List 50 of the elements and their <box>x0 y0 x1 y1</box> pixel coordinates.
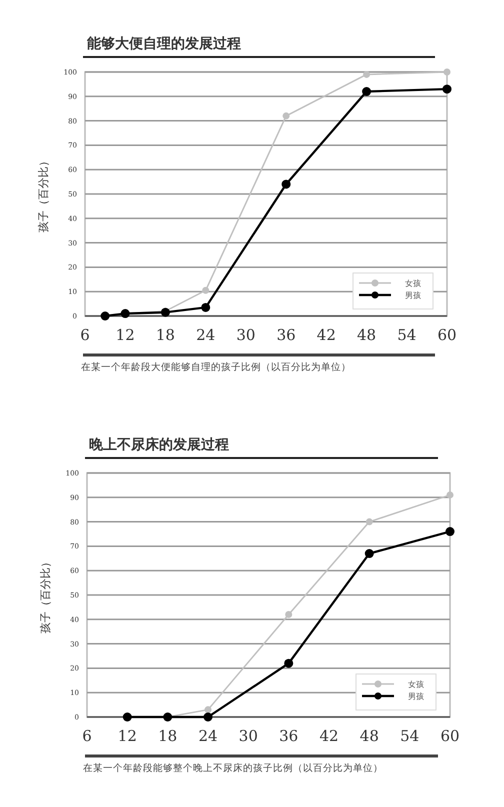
point <box>446 527 454 536</box>
y-axis-title: 孩子（百分比） <box>37 156 50 232</box>
x-tick-label: 24 <box>198 727 218 745</box>
point <box>444 68 450 76</box>
point <box>204 712 212 722</box>
legend-item: 男孩 <box>360 692 424 701</box>
x-tick-label: 42 <box>319 727 339 745</box>
x-tick-label: 48 <box>357 326 376 344</box>
x-tick-label: 42 <box>316 326 336 344</box>
x-tick-label: 12 <box>116 326 135 344</box>
legend-label: 男孩 <box>405 291 421 300</box>
point <box>204 706 212 714</box>
point <box>446 491 454 498</box>
point <box>442 84 452 94</box>
point <box>201 302 210 312</box>
x-tick-label: 48 <box>360 727 379 745</box>
x-tick-label: 60 <box>437 326 457 344</box>
legend-label: 男孩 <box>408 692 424 701</box>
x-axis-title: 在某一个年龄段大便能够自理的孩子比例（以百分比为单位） <box>81 361 351 373</box>
x-tick-label: 54 <box>397 326 416 344</box>
x-tick-label: 30 <box>238 727 258 745</box>
x-axis-title: 在某一个年龄段能够整个晚上不尿床的孩子比例（以百分比为单位） <box>83 762 383 774</box>
point <box>366 518 373 526</box>
x-tick-label: 60 <box>440 727 460 745</box>
x-tick-label: 36 <box>279 727 298 745</box>
point <box>284 658 294 668</box>
legend-label: 女孩 <box>408 680 424 689</box>
legend-label: 女孩 <box>405 279 421 288</box>
y-axis-title: 孩子（百分比） <box>39 556 52 634</box>
x-tick-label: 54 <box>400 727 420 745</box>
legend-item: 男孩 <box>358 291 421 300</box>
legend-item: 女孩 <box>358 279 421 288</box>
point <box>202 286 210 294</box>
point <box>282 180 291 189</box>
x-tick-label: 12 <box>118 727 137 745</box>
point <box>362 87 372 96</box>
chart-title: 能够大便自理的发展过程 <box>87 36 241 52</box>
point <box>364 549 374 558</box>
chart-title: 晚上不尿床的发展过程 <box>89 436 229 453</box>
x-tick-label: 18 <box>158 727 178 745</box>
legend-item: 女孩 <box>361 680 424 689</box>
point <box>285 611 292 618</box>
x-tick-label: 18 <box>156 326 175 344</box>
point <box>363 70 370 78</box>
x-tick-label: 30 <box>236 326 256 344</box>
x-tick-label: 6 <box>82 727 92 745</box>
point <box>282 112 290 120</box>
x-tick-label: 6 <box>80 326 90 344</box>
x-tick-label: 24 <box>196 326 216 344</box>
x-tick-label: 36 <box>276 326 296 344</box>
